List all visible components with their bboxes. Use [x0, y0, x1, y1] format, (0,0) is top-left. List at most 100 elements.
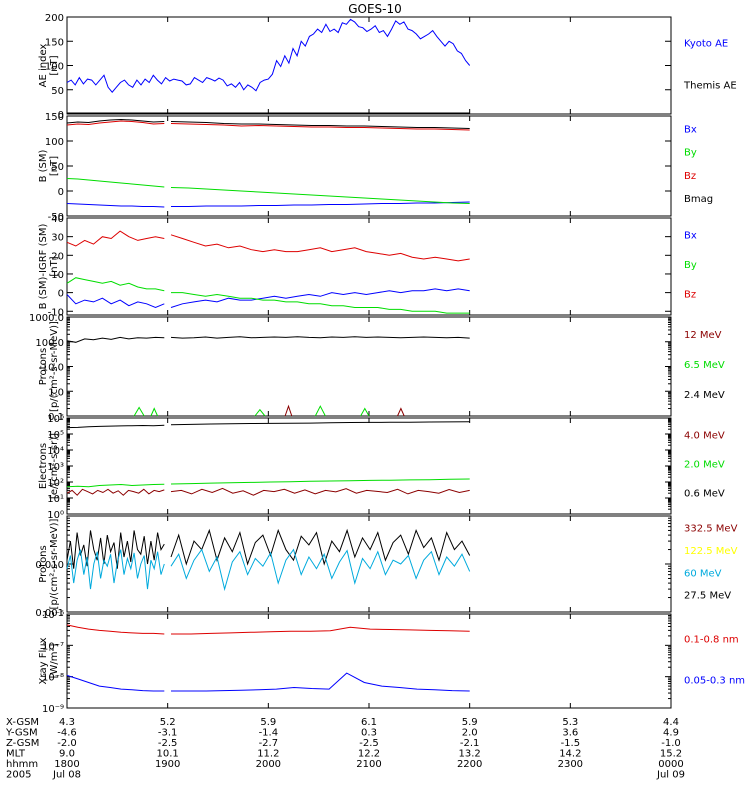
y-tick-label: 100.0 [35, 338, 64, 349]
x-row-value: 1900 [155, 759, 180, 770]
x-row-value: 2.0 [462, 728, 478, 739]
y-tick-label: 10.0 [42, 363, 64, 374]
series-line-bx [66, 203, 165, 208]
legend-label: 0.1-0.8 nm [684, 635, 739, 646]
panel-protons_low: 0.11.010.0100.01000.0Protons[p/(cm²-s-sr… [29, 313, 725, 423]
series-line-6-5-mev [360, 407, 370, 417]
series-line-bz [66, 230, 165, 247]
series-line-60-mev [170, 548, 471, 592]
series-line-0-05-0-3-nm [171, 672, 470, 692]
y-tick-label: 10¹ [47, 494, 64, 505]
series-line-bz [170, 123, 470, 131]
panel-frame [66, 316, 672, 417]
series-line-6-5-mev [150, 407, 159, 417]
panel-frame [66, 115, 672, 217]
x-row-value: 12.2 [358, 749, 380, 760]
legend-label: Bz [684, 289, 696, 300]
panel-frame [66, 217, 672, 316]
x-row-value: 9.0 [59, 749, 75, 760]
y-axis-label-line: [nT] [49, 256, 60, 276]
y-tick-label: 100 [45, 62, 64, 73]
legend-label: By [684, 260, 697, 271]
x-row-value: 2200 [457, 759, 482, 770]
x-row-value: 4.9 [663, 728, 679, 739]
y-tick-label: 10³ [47, 462, 64, 473]
series-line-6-5-mev [314, 405, 326, 417]
y-axis-label-line: [W/m²] [49, 643, 60, 678]
x-row-value: 1800 [54, 759, 79, 770]
y-axis-label-line: Electrons [38, 443, 49, 489]
series-line-by [170, 187, 470, 204]
y-tick-label: 10⁻⁶ [42, 610, 64, 621]
x-axis-table: X-GSM 4.3 5.2 5.9 6.1 5.9 5.3 4.4Y-GSM -4.6 -3.1-… [5, 717, 685, 781]
series-line-12-mev [397, 407, 405, 417]
legend-label: 2.4 MeV [684, 390, 725, 401]
y-tick-label: 0 [58, 289, 64, 300]
legend-label: 6.5 MeV [684, 360, 725, 371]
series-line-2-4-mev [170, 336, 470, 339]
x-row-value: -4.6 [57, 728, 77, 739]
y-tick-label: 1000.0 [29, 313, 64, 324]
y-tick-label: 50 [51, 162, 64, 173]
legend-label: 4.0 MeV [684, 430, 725, 441]
series-line-2-4-mev [66, 336, 165, 343]
panel-xray: 10⁻⁹ 10⁻⁸ 10⁻⁷ 10⁻⁶ Xray Flux[W/m²] 0.1-0.8 n… [38, 610, 745, 715]
y-axis-label: B (SM)[nT] [38, 149, 60, 182]
y-tick-label: 150 [45, 112, 64, 123]
y-tick-label: 30 [51, 233, 64, 244]
y-axis-label: Electrons[e/(cm²-s-sr)] [38, 433, 60, 499]
x-row-value: 6.1 [361, 717, 377, 728]
y-axis-label-line: [nT] [49, 156, 60, 176]
y-axis-label-line: [p/(cm²-s-sr-MeV)] [49, 321, 60, 412]
series-line-bmag [66, 118, 165, 124]
series-line-60-mev [66, 549, 165, 590]
series-line-2-0-mev [66, 483, 165, 488]
y-tick-label: 10⁻⁸ [42, 673, 64, 684]
series-line-0-6-mev [170, 421, 470, 426]
x-row-value: 2100 [356, 759, 381, 770]
y-tick-label: 1.0 [48, 387, 64, 398]
x-row-value: 5.2 [160, 717, 176, 728]
y-tick-label: 0 [58, 187, 64, 198]
y-tick-label: 10⁻⁷ [42, 641, 64, 652]
series-line-0-1-0-8-nm [66, 624, 165, 635]
y-axis-label: Protons[p/(cm²-s-sr-MeV)] [38, 321, 60, 412]
legend-label: Bx [684, 124, 697, 135]
x-row-value: 5.9 [462, 717, 478, 728]
series-line-27-5-mev [170, 528, 471, 566]
series-line-by [66, 277, 165, 292]
series-line-12-mev [284, 404, 293, 417]
y-axis-label-line: [nT] [49, 55, 60, 75]
series-line-0-1-0-8-nm [171, 626, 470, 635]
x-row-label: 2005 [6, 770, 31, 781]
series-line-6-5-mev [254, 408, 266, 417]
x-row-value: -3.1 [158, 728, 178, 739]
y-tick-label: 10⁵ [47, 430, 64, 441]
x-row-label: Y-GSM [5, 728, 38, 739]
series-line-bx [171, 201, 470, 207]
legend-label: Kyoto AE [684, 39, 728, 50]
y-axis-label-line: AE index [38, 44, 49, 88]
panel-b_sm: -50 0 50 100 150 B (SM)[nT] Bx By Bz Bmag [38, 112, 713, 223]
x-row-value: -2.1 [460, 738, 480, 749]
series-line-2-0-mev [170, 478, 470, 485]
panel-frame [66, 515, 672, 613]
series-line-bx [170, 288, 470, 308]
x-row-value: 5.9 [260, 717, 276, 728]
x-row-label: Z-GSM [6, 738, 39, 749]
x-row-value: 3.6 [562, 728, 578, 739]
series-line-0-05-0-3-nm [66, 674, 165, 692]
panel-frame [66, 16, 672, 115]
y-tick-label: -10 [48, 307, 64, 318]
legend-label: 0.05-0.3 nm [684, 675, 745, 686]
x-row-label: X-GSM [6, 717, 39, 728]
y-tick-label: -50 [48, 212, 64, 223]
series-line-by [171, 292, 470, 314]
y-tick-label: 150 [45, 37, 64, 48]
y-axis-label: Protons[p/(cm²-s-sr-MeV)] [38, 518, 60, 609]
legend-label: 27.5 MeV [684, 591, 731, 602]
x-row-value: 15.2 [660, 749, 682, 760]
y-axis-label: B (SM)-IGRF (SM)[nT] [38, 224, 60, 310]
legend-label: Bx [684, 231, 697, 242]
